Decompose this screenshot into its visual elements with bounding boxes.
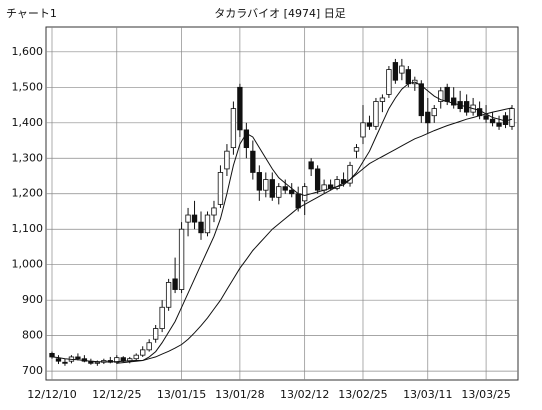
x-tick-label: 13/02/25 <box>338 388 387 401</box>
plot-frame <box>45 26 519 381</box>
candle-body <box>178 228 185 290</box>
y-tick-label: 1,400 <box>12 116 44 129</box>
candle-body <box>250 150 256 173</box>
candle-body <box>140 349 146 356</box>
y-tick-label: 700 <box>22 364 43 377</box>
candle-body <box>438 90 444 102</box>
y-tick-label: 800 <box>22 329 43 342</box>
x-tick-label: 13/01/15 <box>157 388 206 401</box>
y-tick-label: 1,200 <box>12 187 44 200</box>
candle-body <box>185 214 191 223</box>
candle-body <box>302 186 308 202</box>
candle-body <box>256 172 262 191</box>
candle-body <box>425 111 431 124</box>
candle-body <box>289 189 295 195</box>
candle-body <box>152 328 159 340</box>
candle-body <box>295 193 301 209</box>
candle-body <box>496 122 502 127</box>
candle-body <box>334 179 340 189</box>
moving-average-line <box>116 107 513 364</box>
candle-body <box>308 161 314 170</box>
candle-body <box>146 342 152 351</box>
moving-average-line <box>51 81 513 363</box>
y-tick-label: 1,500 <box>12 80 44 93</box>
candle-body <box>392 62 399 81</box>
candle-body <box>204 214 211 234</box>
candle-body <box>431 108 437 117</box>
y-tick-label: 900 <box>22 293 43 306</box>
candle-body <box>191 214 198 223</box>
candle-body <box>159 306 165 329</box>
candle-body <box>114 357 120 363</box>
candle-body <box>237 86 243 131</box>
candle-body <box>217 172 224 205</box>
x-tick-label: 13/02/12 <box>280 388 329 401</box>
candle-body <box>418 83 424 117</box>
candle-body <box>230 108 237 149</box>
candle-body <box>62 361 68 364</box>
candle-body <box>49 352 55 358</box>
candle-body <box>211 207 217 216</box>
candle-body <box>489 118 496 124</box>
candle-body <box>263 179 269 191</box>
candle-body <box>379 97 386 102</box>
x-tick-label: 13/01/28 <box>215 388 264 401</box>
y-tick-label: 1,300 <box>12 151 44 164</box>
candle-body <box>483 115 489 120</box>
candle-body <box>94 361 101 364</box>
candle-body <box>399 65 405 74</box>
x-tick-label: 13/03/11 <box>403 388 452 401</box>
candle-body <box>165 282 172 308</box>
candle-body <box>282 186 288 191</box>
candle-body <box>55 358 62 362</box>
y-tick-label: 1,100 <box>12 222 44 235</box>
candle-body <box>198 221 204 234</box>
candle-body <box>75 356 81 360</box>
x-tick-label: 12/12/10 <box>27 388 76 401</box>
x-tick-label: 13/03/25 <box>461 388 510 401</box>
candle-body <box>386 69 392 95</box>
candle-body <box>444 86 450 102</box>
y-tick-label: 1,600 <box>12 45 44 58</box>
candle-body <box>314 168 321 191</box>
chart-label: チャート1 <box>6 7 57 20</box>
candle-body <box>451 97 457 106</box>
candle-body <box>224 150 230 170</box>
candle-body <box>133 354 139 360</box>
candle-body <box>405 69 412 85</box>
x-tick-label: 12/12/25 <box>92 388 141 401</box>
candle-body <box>366 122 373 127</box>
candle-body <box>360 122 366 138</box>
chart-title: タカラバイオ [4974] 日足 <box>214 7 345 20</box>
candle-body <box>243 129 250 149</box>
candle-body <box>347 164 353 184</box>
candle-body <box>373 101 379 127</box>
candle-body <box>353 147 360 152</box>
candle-body <box>269 179 275 198</box>
candle-body <box>509 108 515 127</box>
candle-body <box>276 186 282 198</box>
candle-body <box>172 278 178 290</box>
y-tick-label: 1,000 <box>12 258 44 271</box>
